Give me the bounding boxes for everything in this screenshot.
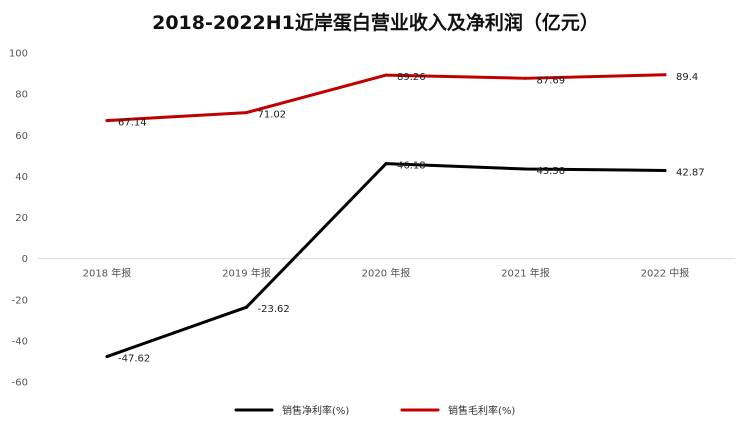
data-label-0-2: 46.18 [397, 161, 426, 172]
y-tick-label-0: 100 [9, 49, 28, 60]
data-label-1-0: 67.14 [118, 118, 147, 129]
y-tick-label-3: 40 [15, 172, 28, 183]
data-label-1-3: 87.69 [537, 75, 566, 86]
data-point-1-0 [105, 119, 109, 123]
data-point-0-0 [105, 355, 109, 359]
data-label-1-1: 71.02 [258, 110, 287, 121]
x-tick-label-2: 2020 年报 [362, 267, 411, 280]
data-point-1-3 [524, 76, 527, 80]
y-tick-label-2: 60 [15, 131, 28, 142]
legend-label-0: 销售净利率(%) [282, 404, 349, 417]
chart-title: 2018-2022H1近岸蛋白营业收入及净利润（亿元） [152, 12, 599, 34]
y-tick-label-1: 80 [15, 90, 28, 101]
data-label-0-3: 43.58 [537, 166, 566, 177]
data-point-0-3 [524, 167, 527, 171]
x-tick-label-1: 2019 年报 [222, 267, 271, 280]
data-label-0-1: -23.62 [258, 304, 290, 315]
x-tick-label-4: 2022 中报 [641, 267, 690, 280]
legend-label-1: 销售毛利率(%) [448, 404, 515, 417]
data-point-0-4 [663, 168, 667, 172]
data-point-0-2 [384, 162, 388, 166]
data-label-1-4: 89.4 [676, 72, 698, 83]
data-label-0-4: 42.87 [676, 167, 705, 178]
y-tick-label-8: -60 [12, 378, 28, 389]
y-tick-label-7: -40 [12, 336, 28, 347]
data-point-1-4 [663, 73, 667, 77]
data-point-0-1 [245, 305, 248, 309]
x-tick-label-0: 2018 年报 [83, 267, 132, 280]
data-point-1-1 [245, 111, 248, 115]
series-line-1 [105, 73, 667, 123]
y-tick-label-4: 20 [15, 213, 28, 224]
series-line-0 [105, 162, 667, 359]
data-label-1-2: 89.26 [397, 72, 426, 83]
x-tick-label-3: 2021 年报 [501, 267, 550, 280]
y-tick-label-5: 0 [22, 254, 28, 265]
data-point-1-2 [384, 73, 388, 77]
data-label-0-0: -47.62 [118, 354, 150, 365]
y-tick-label-6: -20 [12, 295, 28, 306]
